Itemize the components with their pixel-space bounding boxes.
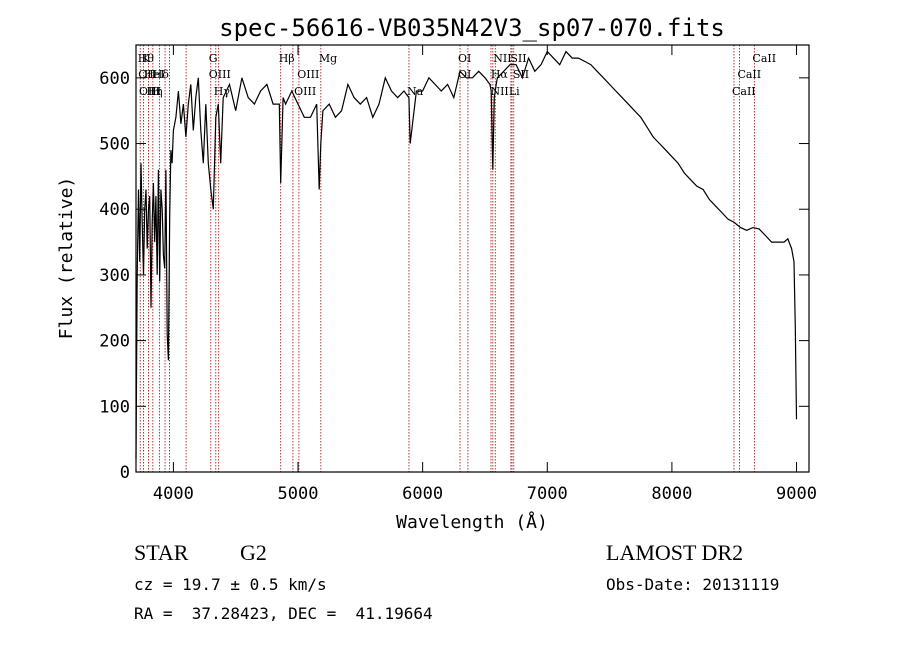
marker-label: K (141, 52, 150, 65)
subclass: G2 (240, 540, 267, 565)
marker-label: OIII (297, 68, 319, 81)
marker-label: Hδ (153, 68, 170, 81)
y-axis-label: Flux (relative) (56, 177, 77, 340)
marker-label: CaII (737, 68, 761, 81)
marker-label: NII (493, 52, 511, 65)
marker-label: H (150, 85, 160, 98)
marker-label: SII (510, 52, 526, 65)
y-tick-label: 400 (99, 200, 130, 220)
marker-label: Hθ (138, 52, 155, 65)
x-tick-label: 5000 (278, 484, 319, 504)
y-tick-label: 300 (99, 266, 130, 286)
x-tick-label: 7000 (527, 484, 568, 504)
y-tick-label: 100 (99, 397, 130, 417)
marker-label: NII (490, 85, 508, 98)
marker-label: Hγ (214, 85, 231, 98)
x-tick-label: 9000 (776, 484, 817, 504)
spectral-marker-labels: HθKOIIHeIHδOIIIHηHGOIIIHγHβOIIIOIIIMgNaO… (138, 52, 776, 98)
spectrum-line (135, 50, 798, 459)
y-tick-label: 600 (99, 69, 130, 89)
x-axis: 4000 5000 6000 7000 8000 9000 (153, 45, 817, 504)
coordinates: RA = 37.28423, DEC = 41.19664 (134, 604, 433, 623)
y-axis: 0 100 200 300 400 500 600 (99, 69, 809, 483)
marker-label: OI (458, 68, 471, 81)
marker-label: Na (407, 85, 424, 98)
marker-label: Hβ (279, 52, 295, 65)
x-axis-label: Wavelength (Å) (396, 511, 548, 533)
x-tick-label: 8000 (651, 484, 692, 504)
marker-label: CaII (752, 52, 776, 65)
marker-label: Mg (319, 52, 337, 65)
marker-label: OI (458, 52, 471, 65)
x-tick-label: 6000 (402, 484, 443, 504)
marker-label: CaII (732, 85, 756, 98)
object-class: STAR (134, 540, 189, 565)
y-tick-label: 0 (120, 463, 130, 483)
plot-frame (135, 44, 810, 473)
marker-label: G (209, 52, 218, 65)
obs-date: Obs-Date: 20131119 (606, 575, 780, 594)
marker-label: OIII (209, 68, 231, 81)
x-tick-label: 4000 (153, 484, 194, 504)
y-tick-label: 200 (99, 332, 130, 352)
redshift-cz: cz = 19.7 ± 0.5 km/s (134, 575, 327, 594)
chart-title: spec-56616-VB035N42V3_sp07-070.fits (219, 14, 725, 42)
marker-label: OIII (139, 85, 161, 98)
marker-label: Hη (146, 85, 162, 98)
marker-label: OIII (294, 85, 316, 98)
survey-name: LAMOST DR2 (606, 540, 744, 565)
marker-label: HeI (144, 68, 164, 81)
spectral-marker-lines (139, 45, 755, 472)
y-tick-label: 500 (99, 135, 130, 155)
marker-label: Li (509, 85, 520, 98)
